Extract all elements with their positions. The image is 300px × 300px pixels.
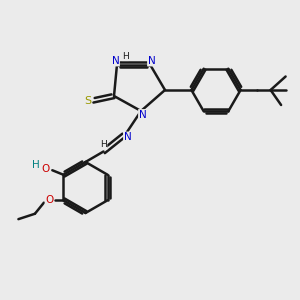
Text: S: S (84, 95, 91, 106)
Text: O: O (45, 195, 53, 205)
Text: O: O (41, 164, 50, 174)
Text: H: H (32, 160, 39, 170)
Text: H: H (122, 52, 129, 61)
Text: H: H (100, 140, 107, 149)
Text: N: N (112, 56, 119, 66)
Text: N: N (139, 110, 146, 120)
Text: N: N (124, 132, 131, 142)
Text: N: N (148, 56, 155, 66)
